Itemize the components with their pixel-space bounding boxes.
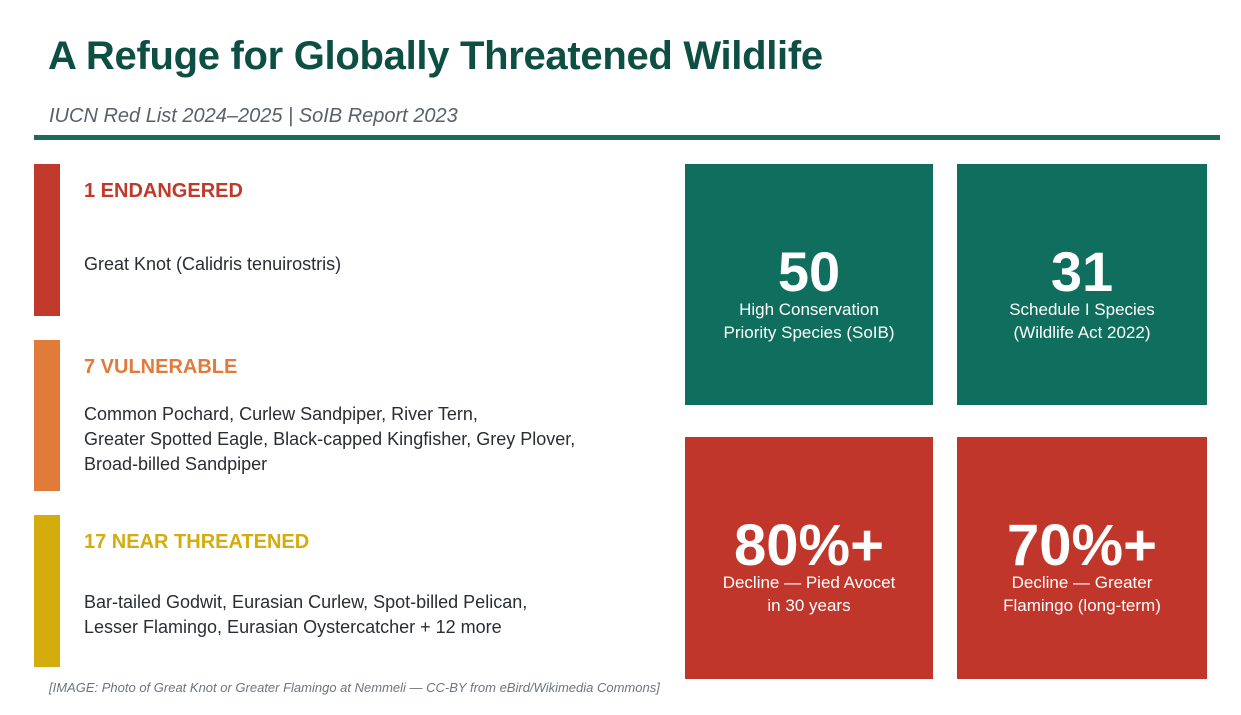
stat-caption-line: Decline — Pied Avocet [722,573,896,592]
page-title: A Refuge for Globally Threatened Wildlif… [48,34,823,78]
stat-caption-line: High Conservation [739,300,879,319]
stat-caption: Schedule I Species (Wildlife Act 2022) [957,298,1207,344]
species-line: Greater Spotted Eagle, Black-capped King… [84,429,576,449]
species-line: Great Knot (Calidris tenuirostris) [84,254,342,274]
stat-tile-schedule-i-species: 31 Schedule I Species (Wildlife Act 2022… [957,164,1207,405]
species-list: Bar-tailed Godwit, Eurasian Curlew, Spot… [84,590,527,640]
stat-caption-line: Flamingo (long-term) [1003,596,1161,615]
stat-value: 80%+ [734,513,884,578]
species-line: Bar-tailed Godwit, Eurasian Curlew, Spot… [84,592,528,612]
category-heading: 7 VULNERABLE [84,356,238,378]
species-list: Common Pochard, Curlew Sandpiper, River … [84,402,575,477]
stat-tile-pied-avocet-decline: 80%+ Decline — Pied Avocet in 30 years [685,437,933,679]
stat-caption: High Conservation Priority Species (SoIB… [685,298,933,344]
page-subtitle: IUCN Red List 2024–2025 | SoIB Report 20… [49,105,458,127]
species-list: Great Knot (Calidris tenuirostris) [84,252,341,277]
species-line: Broad-billed Sandpiper [84,454,268,474]
category-heading: 17 NEAR THREATENED [84,531,310,553]
species-line: Common Pochard, Curlew Sandpiper, River … [84,404,478,424]
category-color-bar [34,164,60,316]
stat-caption-line: (Wildlife Act 2022) [1013,323,1151,342]
stat-caption-line: in 30 years [767,596,851,615]
category-color-bar [34,340,60,491]
header-divider [34,135,1220,140]
stat-caption: Decline — Pied Avocet in 30 years [685,571,933,617]
stat-value: 31 [1050,240,1114,303]
stat-tile-priority-species: 50 High Conservation Priority Species (S… [685,164,933,405]
image-placeholder-note: [IMAGE: Photo of Great Knot or Greater F… [49,680,660,695]
species-line: Lesser Flamingo, Eurasian Oystercatcher … [84,617,502,637]
stat-caption-line: Schedule I Species [1009,300,1155,319]
stat-tile-greater-flamingo-decline: 70%+ Decline — Greater Flamingo (long-te… [957,437,1207,679]
stat-caption-line: Priority Species (SoIB) [723,323,895,342]
category-color-bar [34,515,60,667]
stat-caption-line: Decline — Greater [1011,573,1153,592]
category-heading: 1 ENDANGERED [84,180,243,202]
stat-caption: Decline — Greater Flamingo (long-term) [957,571,1207,617]
stat-value: 70%+ [1007,513,1157,578]
stat-value: 50 [777,240,841,303]
